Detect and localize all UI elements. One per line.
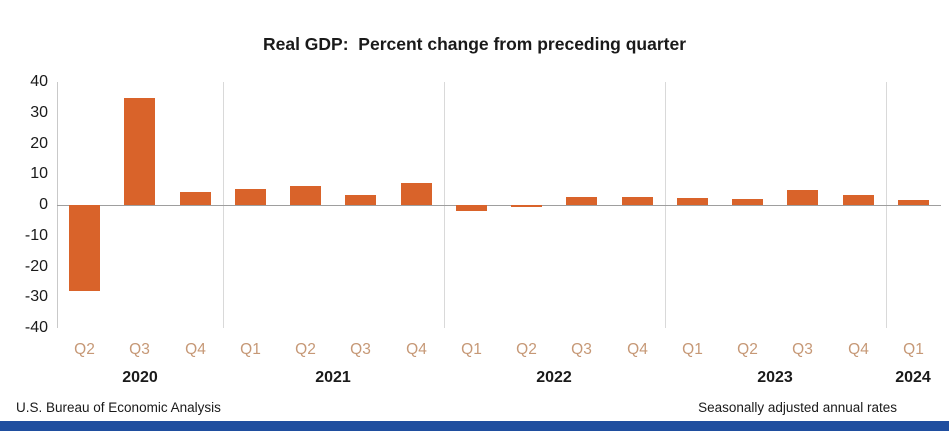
- bar: [69, 205, 100, 292]
- source-attribution: U.S. Bureau of Economic Analysis: [16, 400, 221, 415]
- y-tick-label: -40: [24, 319, 48, 336]
- quarter-label: Q2: [516, 341, 537, 358]
- year-label: 2021: [315, 369, 351, 386]
- quarter-label: Q2: [295, 341, 316, 358]
- quarter-label: Q4: [627, 341, 648, 358]
- bar: [843, 194, 874, 205]
- y-tick-label: 0: [39, 196, 48, 213]
- quarter-label: Q1: [682, 341, 703, 358]
- bar: [235, 189, 266, 205]
- quarter-label: Q3: [792, 341, 813, 358]
- adjustment-note: Seasonally adjusted annual rates: [698, 400, 897, 415]
- quarter-label: Q4: [185, 341, 206, 358]
- bar: [290, 185, 321, 205]
- quarter-label: Q2: [737, 341, 758, 358]
- y-tick-label: 10: [30, 165, 48, 183]
- year-label: 2020: [122, 369, 158, 386]
- quarter-label: Q3: [571, 341, 592, 358]
- bar: [677, 198, 708, 205]
- y-tick-label: 30: [30, 103, 48, 121]
- quarter-label: Q1: [461, 341, 482, 358]
- bar: [180, 192, 211, 205]
- bar: [511, 205, 542, 207]
- quarter-label: Q3: [129, 341, 150, 358]
- y-tick-label: 40: [30, 73, 48, 90]
- y-tick-label: 20: [30, 134, 48, 152]
- bar: [787, 189, 818, 205]
- bar: [401, 183, 432, 205]
- y-tick-label: -10: [24, 226, 48, 244]
- quarter-label: Q1: [240, 341, 261, 358]
- year-label: 2024: [895, 369, 931, 386]
- quarter-label: Q4: [406, 341, 427, 358]
- bar: [622, 197, 653, 205]
- bar: [456, 205, 487, 212]
- bottom-brand-strip: [0, 421, 949, 431]
- bar: [345, 194, 376, 205]
- bar: [732, 198, 763, 205]
- bar: [124, 97, 155, 205]
- bar: [898, 200, 929, 205]
- chart-title: Real GDP: Percent change from preceding …: [262, 34, 687, 54]
- quarter-label: Q3: [350, 341, 371, 358]
- bar: [566, 196, 597, 205]
- quarter-label: Q4: [848, 341, 869, 358]
- quarter-label: Q2: [74, 341, 95, 358]
- y-tick-label: -20: [24, 257, 48, 275]
- y-tick-label: -30: [24, 288, 48, 306]
- year-label: 2022: [536, 369, 572, 386]
- zero-baseline: [57, 204, 941, 206]
- quarter-label: Q1: [903, 341, 924, 358]
- year-label: 2023: [757, 369, 793, 386]
